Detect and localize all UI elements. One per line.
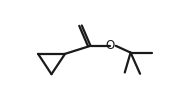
Text: O: O — [106, 39, 115, 52]
